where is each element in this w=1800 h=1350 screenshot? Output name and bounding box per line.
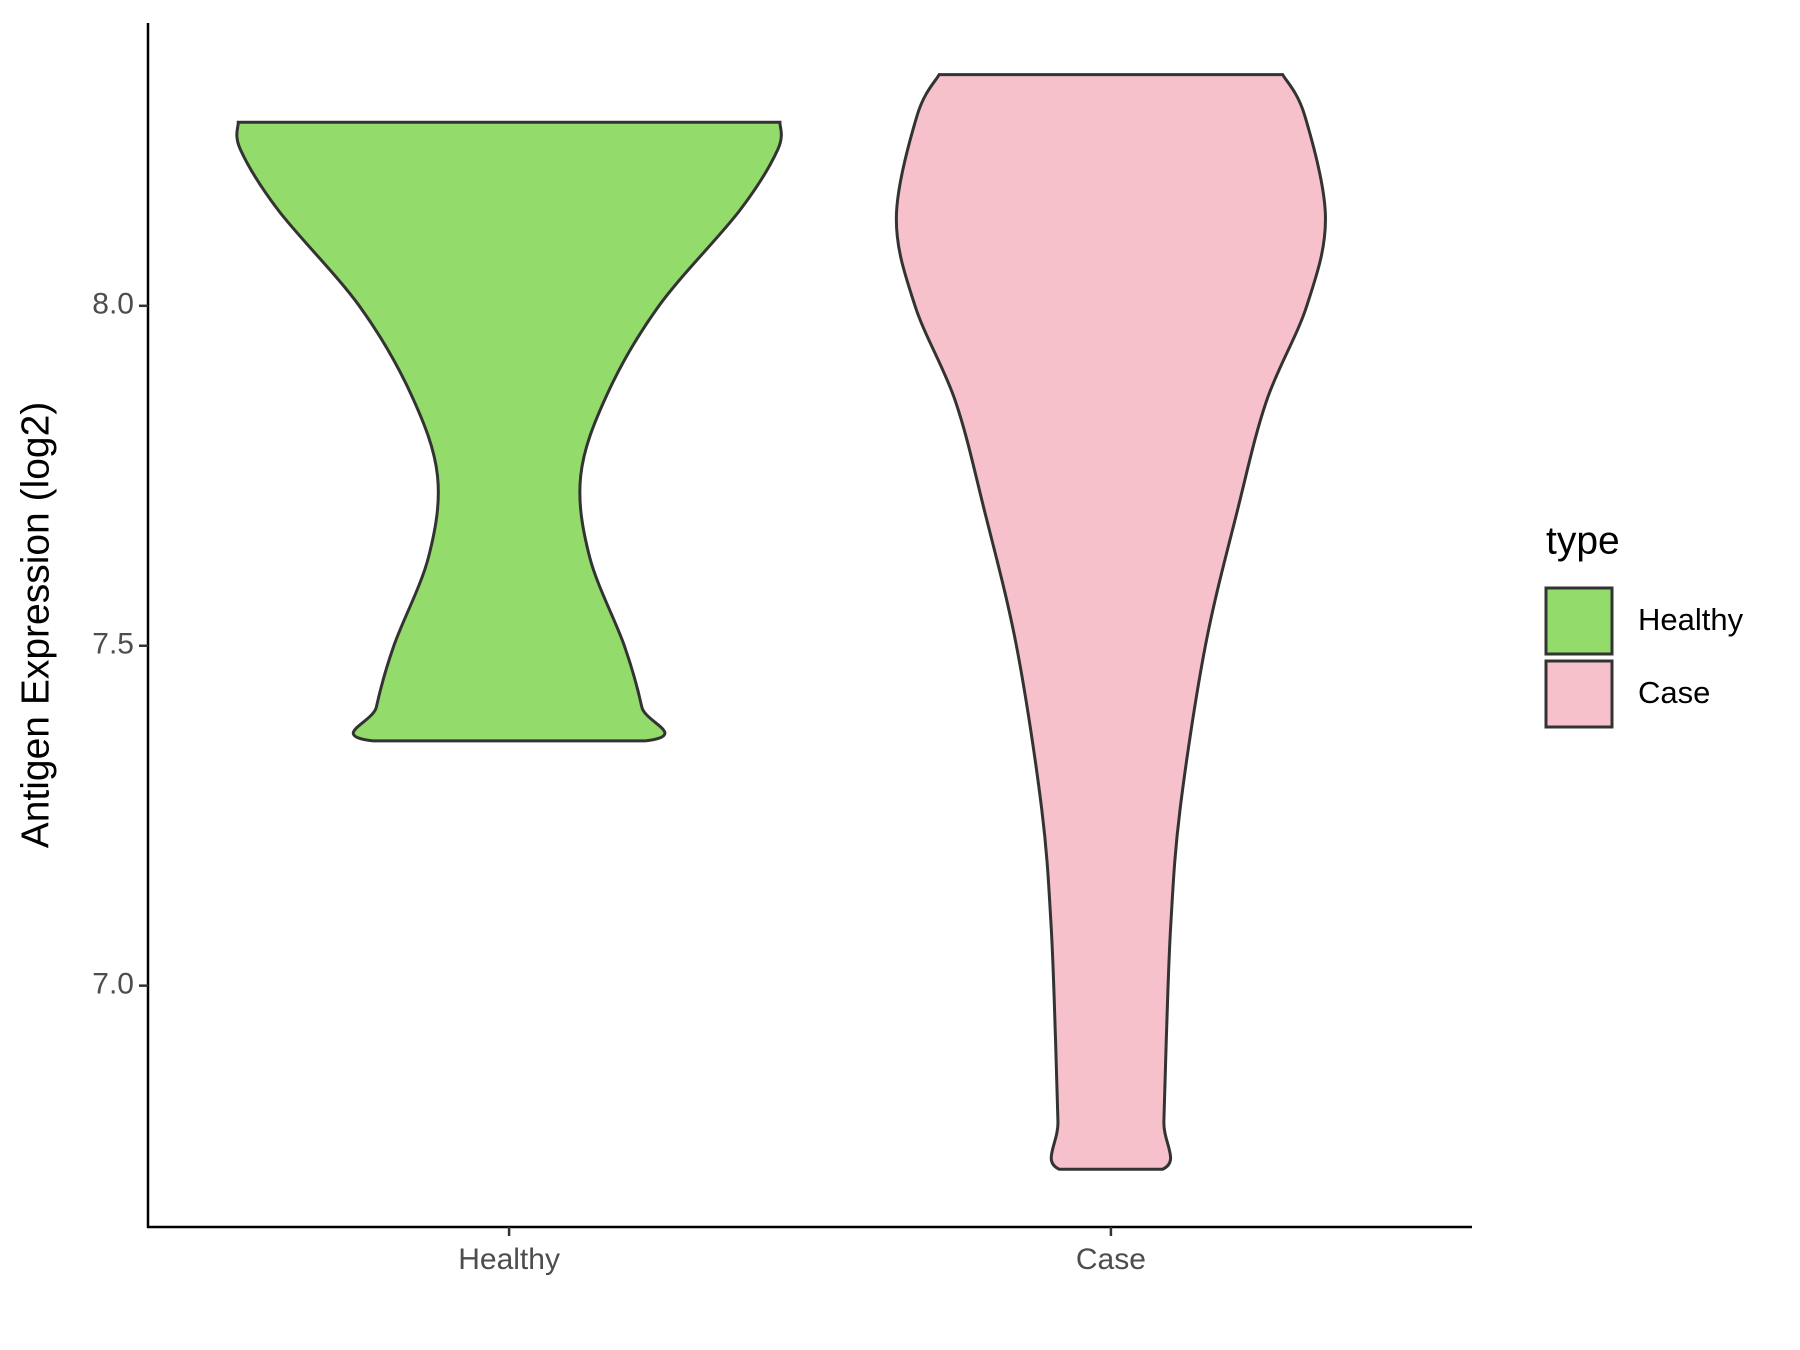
legend-label: Case: [1638, 675, 1710, 710]
legend-label: Healthy: [1638, 602, 1744, 637]
x-tick-label: Case: [1076, 1243, 1146, 1276]
y-axis-title: Antigen Expression (log2): [14, 402, 57, 849]
y-tick-label: 7.0: [92, 968, 134, 1001]
legend-key: [1544, 659, 1614, 729]
legend-title: type: [1546, 519, 1620, 562]
legend-key: [1544, 586, 1614, 656]
x-tick-label: Healthy: [458, 1243, 560, 1276]
y-tick-label: 7.5: [92, 628, 134, 661]
violin: [894, 73, 1327, 1171]
y-tick-label: 8.0: [92, 288, 134, 321]
violin: [235, 120, 783, 743]
